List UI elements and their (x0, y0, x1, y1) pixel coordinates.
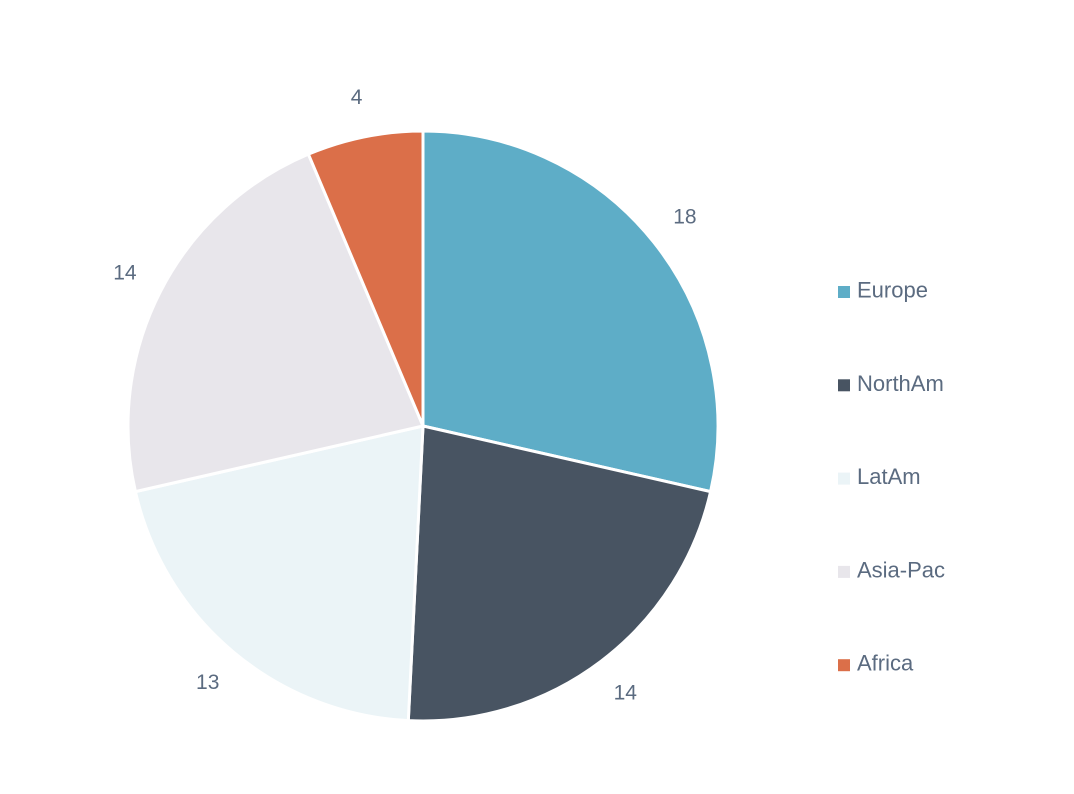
legend-item-europe: Europe (838, 278, 928, 303)
legend-item-africa: Africa (838, 651, 914, 676)
legend-label-africa: Africa (857, 651, 914, 676)
legend-swatch-africa (838, 659, 850, 672)
legend-label-europe: Europe (857, 278, 928, 303)
legend-item-northam: NorthAm (838, 371, 944, 396)
pie-slice-northam (406, 424, 713, 723)
data-label-asia-pac: 14 (113, 262, 137, 285)
legend-swatch-europe (838, 286, 850, 298)
legend-label-latam: LatAm (857, 464, 921, 489)
data-label-latam: 13 (196, 671, 219, 694)
data-label-africa: 4 (351, 86, 363, 109)
legend-item-latam: LatAm (838, 464, 921, 489)
data-label-europe: 18 (673, 206, 696, 229)
pie-slice-africa (306, 129, 425, 428)
legend-swatch-northam (838, 379, 850, 392)
legend-swatch-latam (838, 472, 850, 485)
pie-slice-europe (421, 129, 720, 494)
pie-slice-latam (133, 424, 425, 723)
data-labels: 18 14 13 14 4 (113, 86, 696, 704)
pie-slices (126, 129, 720, 723)
legend: Europe NorthAm LatAm Asia-Pac Africa (838, 278, 945, 676)
legend-label-northam: NorthAm (857, 371, 944, 396)
legend-label-asia-pac: Asia-Pac (857, 557, 945, 582)
legend-swatch-asia-pac (838, 565, 850, 578)
data-label-northam: 14 (614, 682, 638, 705)
pie-slice-asia-pac (126, 152, 425, 494)
legend-item-asia-pac: Asia-Pac (838, 557, 945, 582)
